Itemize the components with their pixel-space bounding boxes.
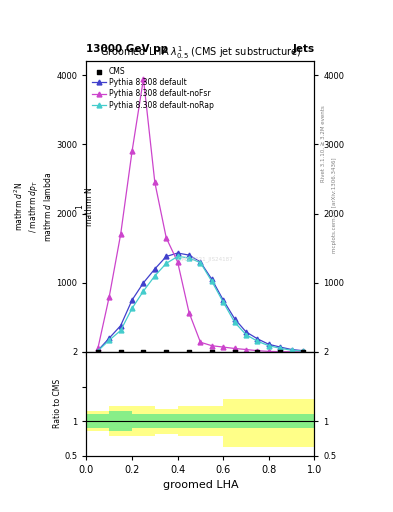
- Y-axis label: mathrm $d^2$N
/ mathrm $dp_T$
mathrm $d$ lambda


1
mathrm N: mathrm $d^2$N / mathrm $dp_T$ mathrm $d$…: [13, 172, 94, 242]
- Pythia 8.308 default: [152, 266, 157, 272]
- Pythia 8.308 default-noRap: [152, 273, 157, 279]
- Pythia 8.308 default-noFsr: [244, 347, 248, 353]
- Pythia 8.308 default-noRap: [266, 343, 271, 349]
- Y-axis label: Ratio to CMS: Ratio to CMS: [53, 379, 62, 429]
- Pythia 8.308 default: [266, 342, 271, 348]
- Pythia 8.308 default-noRap: [301, 348, 305, 354]
- Pythia 8.308 default: [278, 344, 283, 350]
- Pythia 8.308 default-noFsr: [152, 179, 157, 185]
- Pythia 8.308 default-noRap: [221, 299, 226, 305]
- Line: Pythia 8.308 default-noRap: Pythia 8.308 default-noRap: [95, 254, 305, 353]
- Pythia 8.308 default-noFsr: [107, 293, 112, 300]
- Pythia 8.308 default-noFsr: [141, 76, 146, 82]
- Pythia 8.308 default: [301, 348, 305, 354]
- Pythia 8.308 default-noRap: [164, 260, 169, 266]
- Pythia 8.308 default: [164, 253, 169, 260]
- Line: Pythia 8.308 default-noFsr: Pythia 8.308 default-noFsr: [95, 76, 305, 354]
- Text: mcplots.cern.ch [arXiv:1306.3436]: mcplots.cern.ch [arXiv:1306.3436]: [332, 157, 337, 252]
- Pythia 8.308 default: [107, 335, 112, 341]
- Pythia 8.308 default-noRap: [130, 305, 134, 311]
- Pythia 8.308 default: [175, 250, 180, 256]
- Pythia 8.308 default: [255, 336, 260, 342]
- Pythia 8.308 default-noFsr: [130, 148, 134, 155]
- Pythia 8.308 default-noRap: [198, 260, 203, 266]
- Pythia 8.308 default-noFsr: [187, 309, 191, 315]
- CMS: [277, 348, 283, 356]
- Pythia 8.308 default-noRap: [95, 348, 100, 354]
- Pythia 8.308 default: [232, 316, 237, 322]
- Pythia 8.308 default: [209, 276, 214, 283]
- Pythia 8.308 default-noRap: [232, 319, 237, 325]
- Pythia 8.308 default: [221, 297, 226, 303]
- Line: Pythia 8.308 default: Pythia 8.308 default: [95, 250, 305, 353]
- Pythia 8.308 default: [118, 323, 123, 329]
- Pythia 8.308 default-noRap: [187, 255, 191, 261]
- Pythia 8.308 default-noRap: [141, 288, 146, 294]
- Pythia 8.308 default-noFsr: [209, 343, 214, 349]
- CMS: [300, 348, 306, 356]
- Pythia 8.308 default-noFsr: [175, 259, 180, 265]
- Pythia 8.308 default: [198, 259, 203, 265]
- CMS: [95, 348, 101, 356]
- Pythia 8.308 default-noRap: [289, 347, 294, 353]
- Pythia 8.308 default-noFsr: [198, 339, 203, 345]
- CMS: [118, 348, 124, 356]
- Pythia 8.308 default-noRap: [175, 253, 180, 260]
- X-axis label: groomed LHA: groomed LHA: [163, 480, 238, 490]
- CMS: [231, 348, 238, 356]
- Pythia 8.308 default-noFsr: [301, 349, 305, 355]
- Legend: CMS, Pythia 8.308 default, Pythia 8.308 default-noFsr, Pythia 8.308 default-noRa: CMS, Pythia 8.308 default, Pythia 8.308 …: [90, 65, 215, 111]
- Text: CMS 2021_JIS24187: CMS 2021_JIS24187: [178, 256, 232, 262]
- Pythia 8.308 default-noFsr: [95, 346, 100, 352]
- Pythia 8.308 default: [187, 252, 191, 258]
- Pythia 8.308 default-noRap: [118, 327, 123, 333]
- Title: Groomed LHA $\lambda^{1}_{0.5}$ (CMS jet substructure): Groomed LHA $\lambda^{1}_{0.5}$ (CMS jet…: [100, 45, 301, 61]
- Pythia 8.308 default-noFsr: [118, 231, 123, 238]
- Pythia 8.308 default: [141, 280, 146, 286]
- CMS: [209, 348, 215, 356]
- Text: Rivet 3.1.10, ≥ 3.2M events: Rivet 3.1.10, ≥ 3.2M events: [320, 105, 325, 182]
- Pythia 8.308 default-noRap: [255, 338, 260, 344]
- Pythia 8.308 default-noFsr: [266, 348, 271, 354]
- Pythia 8.308 default-noFsr: [289, 349, 294, 355]
- Pythia 8.308 default-noFsr: [221, 344, 226, 350]
- Pythia 8.308 default-noFsr: [278, 349, 283, 355]
- Pythia 8.308 default: [95, 348, 100, 354]
- CMS: [140, 348, 147, 356]
- Pythia 8.308 default: [289, 347, 294, 353]
- Pythia 8.308 default-noFsr: [232, 346, 237, 352]
- Pythia 8.308 default-noRap: [107, 337, 112, 343]
- Text: Jets: Jets: [292, 44, 314, 54]
- Pythia 8.308 default-noRap: [209, 279, 214, 285]
- Pythia 8.308 default-noRap: [278, 345, 283, 351]
- Pythia 8.308 default-noFsr: [255, 348, 260, 354]
- CMS: [186, 348, 192, 356]
- Pythia 8.308 default: [130, 297, 134, 303]
- CMS: [163, 348, 169, 356]
- Pythia 8.308 default-noFsr: [164, 234, 169, 241]
- Pythia 8.308 default-noRap: [244, 332, 248, 338]
- Text: 13000 GeV pp: 13000 GeV pp: [86, 44, 169, 54]
- Pythia 8.308 default: [244, 329, 248, 335]
- CMS: [254, 348, 261, 356]
